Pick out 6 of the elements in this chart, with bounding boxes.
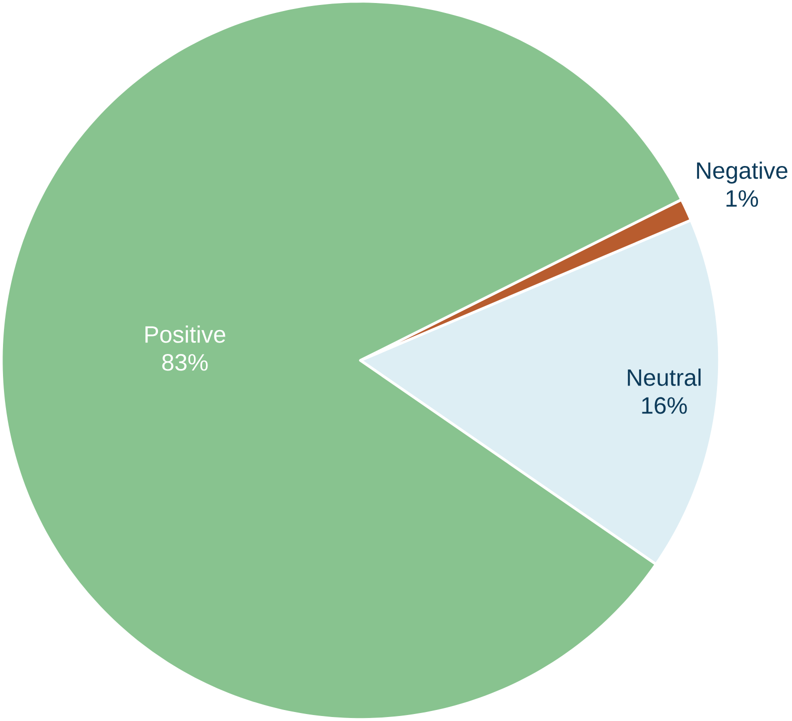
slice-label: Positive — [145, 326, 226, 343]
slice-label: Neutral — [628, 368, 701, 386]
data-label: 83% — [162, 354, 208, 371]
data-label: 1% — [726, 190, 758, 207]
slice-label: Negative — [697, 162, 788, 184]
data-label: 16% — [642, 397, 687, 414]
